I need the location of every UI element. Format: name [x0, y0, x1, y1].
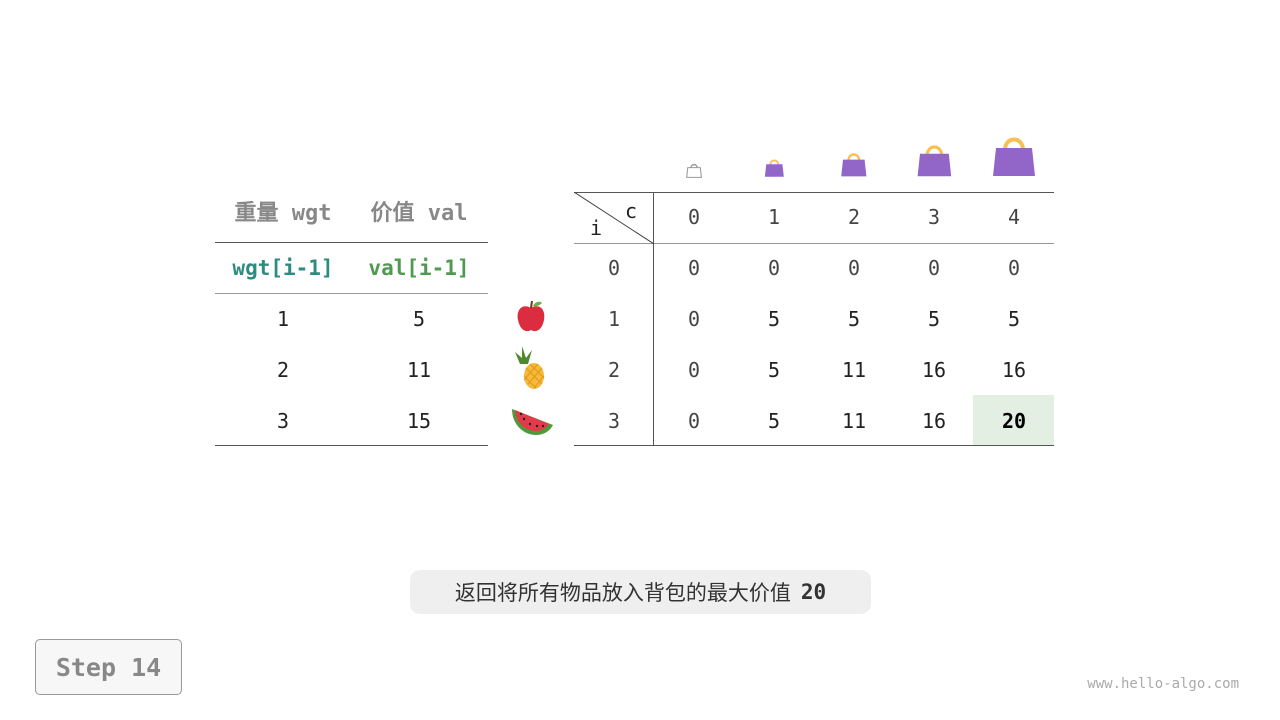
- value-cell: 15: [406, 409, 432, 433]
- bag-icon: [686, 163, 702, 178]
- dp-cell: 20: [1001, 409, 1027, 433]
- step-indicator: Step 14: [35, 639, 182, 695]
- dp-cell: 5: [847, 307, 861, 331]
- dp-cell: 0: [767, 256, 781, 280]
- column-divider: [653, 192, 654, 446]
- value-subheader: val[i-1]: [368, 256, 470, 280]
- corner-diagonal: [574, 192, 654, 244]
- dp-cell: 5: [927, 307, 941, 331]
- table-top-border: [574, 192, 1054, 193]
- dp-cell: 0: [847, 256, 861, 280]
- row-label: 0: [607, 256, 621, 280]
- item-axis-label: i: [589, 216, 603, 240]
- weight-cell: 1: [276, 307, 290, 331]
- table-bottom-border: [574, 445, 1054, 446]
- highlight-cell-bg: [973, 395, 1054, 446]
- value-cell: 11: [406, 358, 432, 382]
- weight-cell: 3: [276, 409, 290, 433]
- weight-cell: 2: [276, 358, 290, 382]
- dp-cell: 0: [1007, 256, 1021, 280]
- dp-cell: 0: [687, 358, 701, 382]
- divider: [215, 445, 488, 446]
- value-cell: 5: [412, 307, 426, 331]
- row-label: 3: [607, 409, 621, 433]
- bag-icon: [993, 137, 1035, 176]
- dp-cell: 0: [687, 409, 701, 433]
- dp-cell: 11: [841, 409, 867, 433]
- bag-icon: [917, 145, 951, 177]
- capacity-header: 4: [1007, 205, 1021, 229]
- row-label: 2: [607, 358, 621, 382]
- weight-header: 重量 wgt: [234, 201, 332, 226]
- row-label: 1: [607, 307, 621, 331]
- divider: [215, 242, 488, 243]
- divider: [215, 293, 488, 294]
- dp-cell: 5: [767, 358, 781, 382]
- weight-subheader: wgt[i-1]: [232, 256, 334, 280]
- capacity-header: 3: [927, 205, 941, 229]
- capacity-axis-label: c: [624, 199, 638, 223]
- dp-cell: 11: [841, 358, 867, 382]
- value-header: 价值 val: [370, 201, 468, 226]
- capacity-header: 2: [847, 205, 861, 229]
- dp-cell: 5: [1007, 307, 1021, 331]
- caption: 返回将所有物品放入背包的最大价值 20: [410, 570, 871, 614]
- caption-text: 返回将所有物品放入背包的最大价值: [454, 581, 791, 605]
- watermark: www.hello-algo.com: [1087, 676, 1239, 692]
- caption-value: 20: [800, 580, 827, 604]
- dp-cell: 0: [687, 256, 701, 280]
- dp-cell: 5: [767, 307, 781, 331]
- bag-icon: [841, 153, 867, 177]
- dp-cell: 16: [1001, 358, 1027, 382]
- dp-cell: 16: [921, 358, 947, 382]
- apple-icon: [517, 300, 545, 332]
- watermelon-icon: [512, 409, 553, 435]
- bag-icon: [764, 159, 784, 178]
- dp-cell: 0: [687, 307, 701, 331]
- pineapple-icon: [515, 346, 545, 389]
- dp-cell: 5: [767, 409, 781, 433]
- header-divider: [574, 243, 1054, 244]
- dp-cell: 0: [927, 256, 941, 280]
- dp-cell: 16: [921, 409, 947, 433]
- capacity-header: 1: [767, 205, 781, 229]
- capacity-header: 0: [687, 205, 701, 229]
